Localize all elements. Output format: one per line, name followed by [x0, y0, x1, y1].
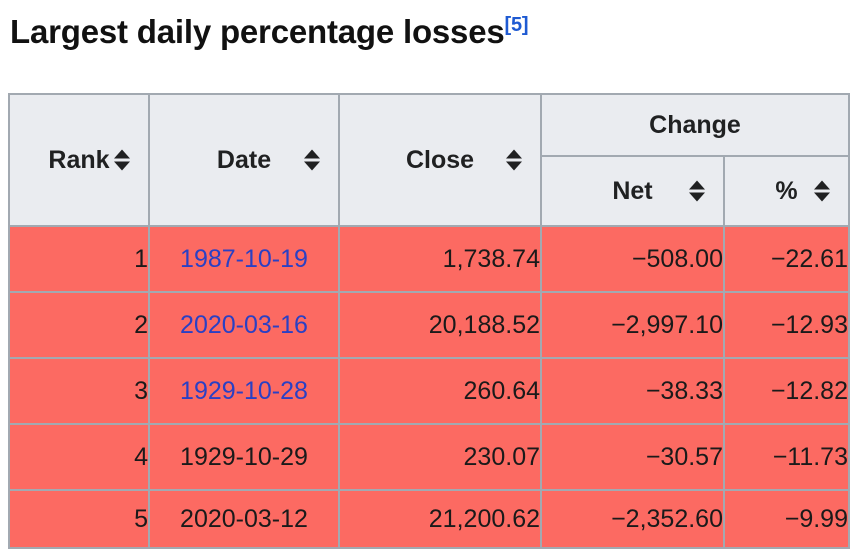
- sort-icon: [114, 149, 130, 171]
- column-header-close[interactable]: Close: [338, 93, 542, 227]
- rank-cell: 1: [8, 225, 150, 293]
- rank-cell: 5: [8, 489, 150, 549]
- table-row: 3 1929-10-28 260.64 −38.33 −12.82: [8, 357, 850, 425]
- date-link[interactable]: 1987-10-19: [180, 244, 308, 273]
- column-header-rank-label: Rank: [48, 145, 110, 174]
- date-cell: 1987-10-19: [148, 225, 340, 293]
- rank-cell: 2: [8, 291, 150, 359]
- page-title: Largest daily percentage losses[5]: [10, 6, 529, 51]
- net-change-cell: −2,997.10: [540, 291, 725, 359]
- date-text: 2020-03-12: [180, 504, 308, 533]
- close-cell: 21,200.62: [338, 489, 542, 549]
- sort-icon: [814, 180, 830, 202]
- column-header-net-label: Net: [612, 176, 653, 205]
- percent-change-cell: −22.61: [723, 225, 850, 293]
- column-header-rank[interactable]: Rank: [8, 93, 150, 227]
- table-row: 1 1987-10-19 1,738.74 −508.00 −22.61: [8, 225, 850, 293]
- date-cell: 1929-10-28: [148, 357, 340, 425]
- reference-link[interactable]: [5]: [504, 14, 529, 36]
- column-header-date[interactable]: Date: [148, 93, 340, 227]
- date-cell: 2020-03-16: [148, 291, 340, 359]
- percent-change-cell: −12.82: [723, 357, 850, 425]
- rank-cell: 4: [8, 423, 150, 491]
- column-header-net[interactable]: Net: [540, 155, 725, 227]
- net-change-cell: −38.33: [540, 357, 725, 425]
- table-row: 2 2020-03-16 20,188.52 −2,997.10 −12.93: [8, 291, 850, 359]
- percent-change-cell: −11.73: [723, 423, 850, 491]
- table-row: 5 2020-03-12 21,200.62 −2,352.60 −9.99: [8, 489, 850, 549]
- column-header-change-label: Change: [649, 110, 741, 139]
- sort-icon: [506, 149, 522, 171]
- date-cell: 2020-03-12: [148, 489, 340, 549]
- date-cell: 1929-10-29: [148, 423, 340, 491]
- close-cell: 230.07: [338, 423, 542, 491]
- largest-daily-percentage-losses-table: Rank Date Close Change Net %: [8, 93, 850, 549]
- column-header-pct-label: %: [775, 176, 798, 205]
- date-link[interactable]: 1929-10-28: [180, 376, 308, 405]
- net-change-cell: −30.57: [540, 423, 725, 491]
- column-header-change: Change: [540, 93, 850, 157]
- close-cell: 1,738.74: [338, 225, 542, 293]
- close-cell: 20,188.52: [338, 291, 542, 359]
- percent-change-cell: −12.93: [723, 291, 850, 359]
- percent-change-cell: −9.99: [723, 489, 850, 549]
- close-cell: 260.64: [338, 357, 542, 425]
- table-row: 4 1929-10-29 230.07 −30.57 −11.73: [8, 423, 850, 491]
- sort-icon: [689, 180, 705, 202]
- sort-icon: [304, 149, 320, 171]
- page-title-text: Largest daily percentage losses: [10, 13, 505, 50]
- net-change-cell: −2,352.60: [540, 489, 725, 549]
- date-text: 1929-10-29: [180, 442, 308, 471]
- column-header-pct[interactable]: %: [723, 155, 850, 227]
- rank-cell: 3: [8, 357, 150, 425]
- date-link[interactable]: 2020-03-16: [180, 310, 308, 339]
- column-header-close-label: Close: [405, 145, 475, 174]
- net-change-cell: −508.00: [540, 225, 725, 293]
- column-header-date-label: Date: [216, 145, 272, 174]
